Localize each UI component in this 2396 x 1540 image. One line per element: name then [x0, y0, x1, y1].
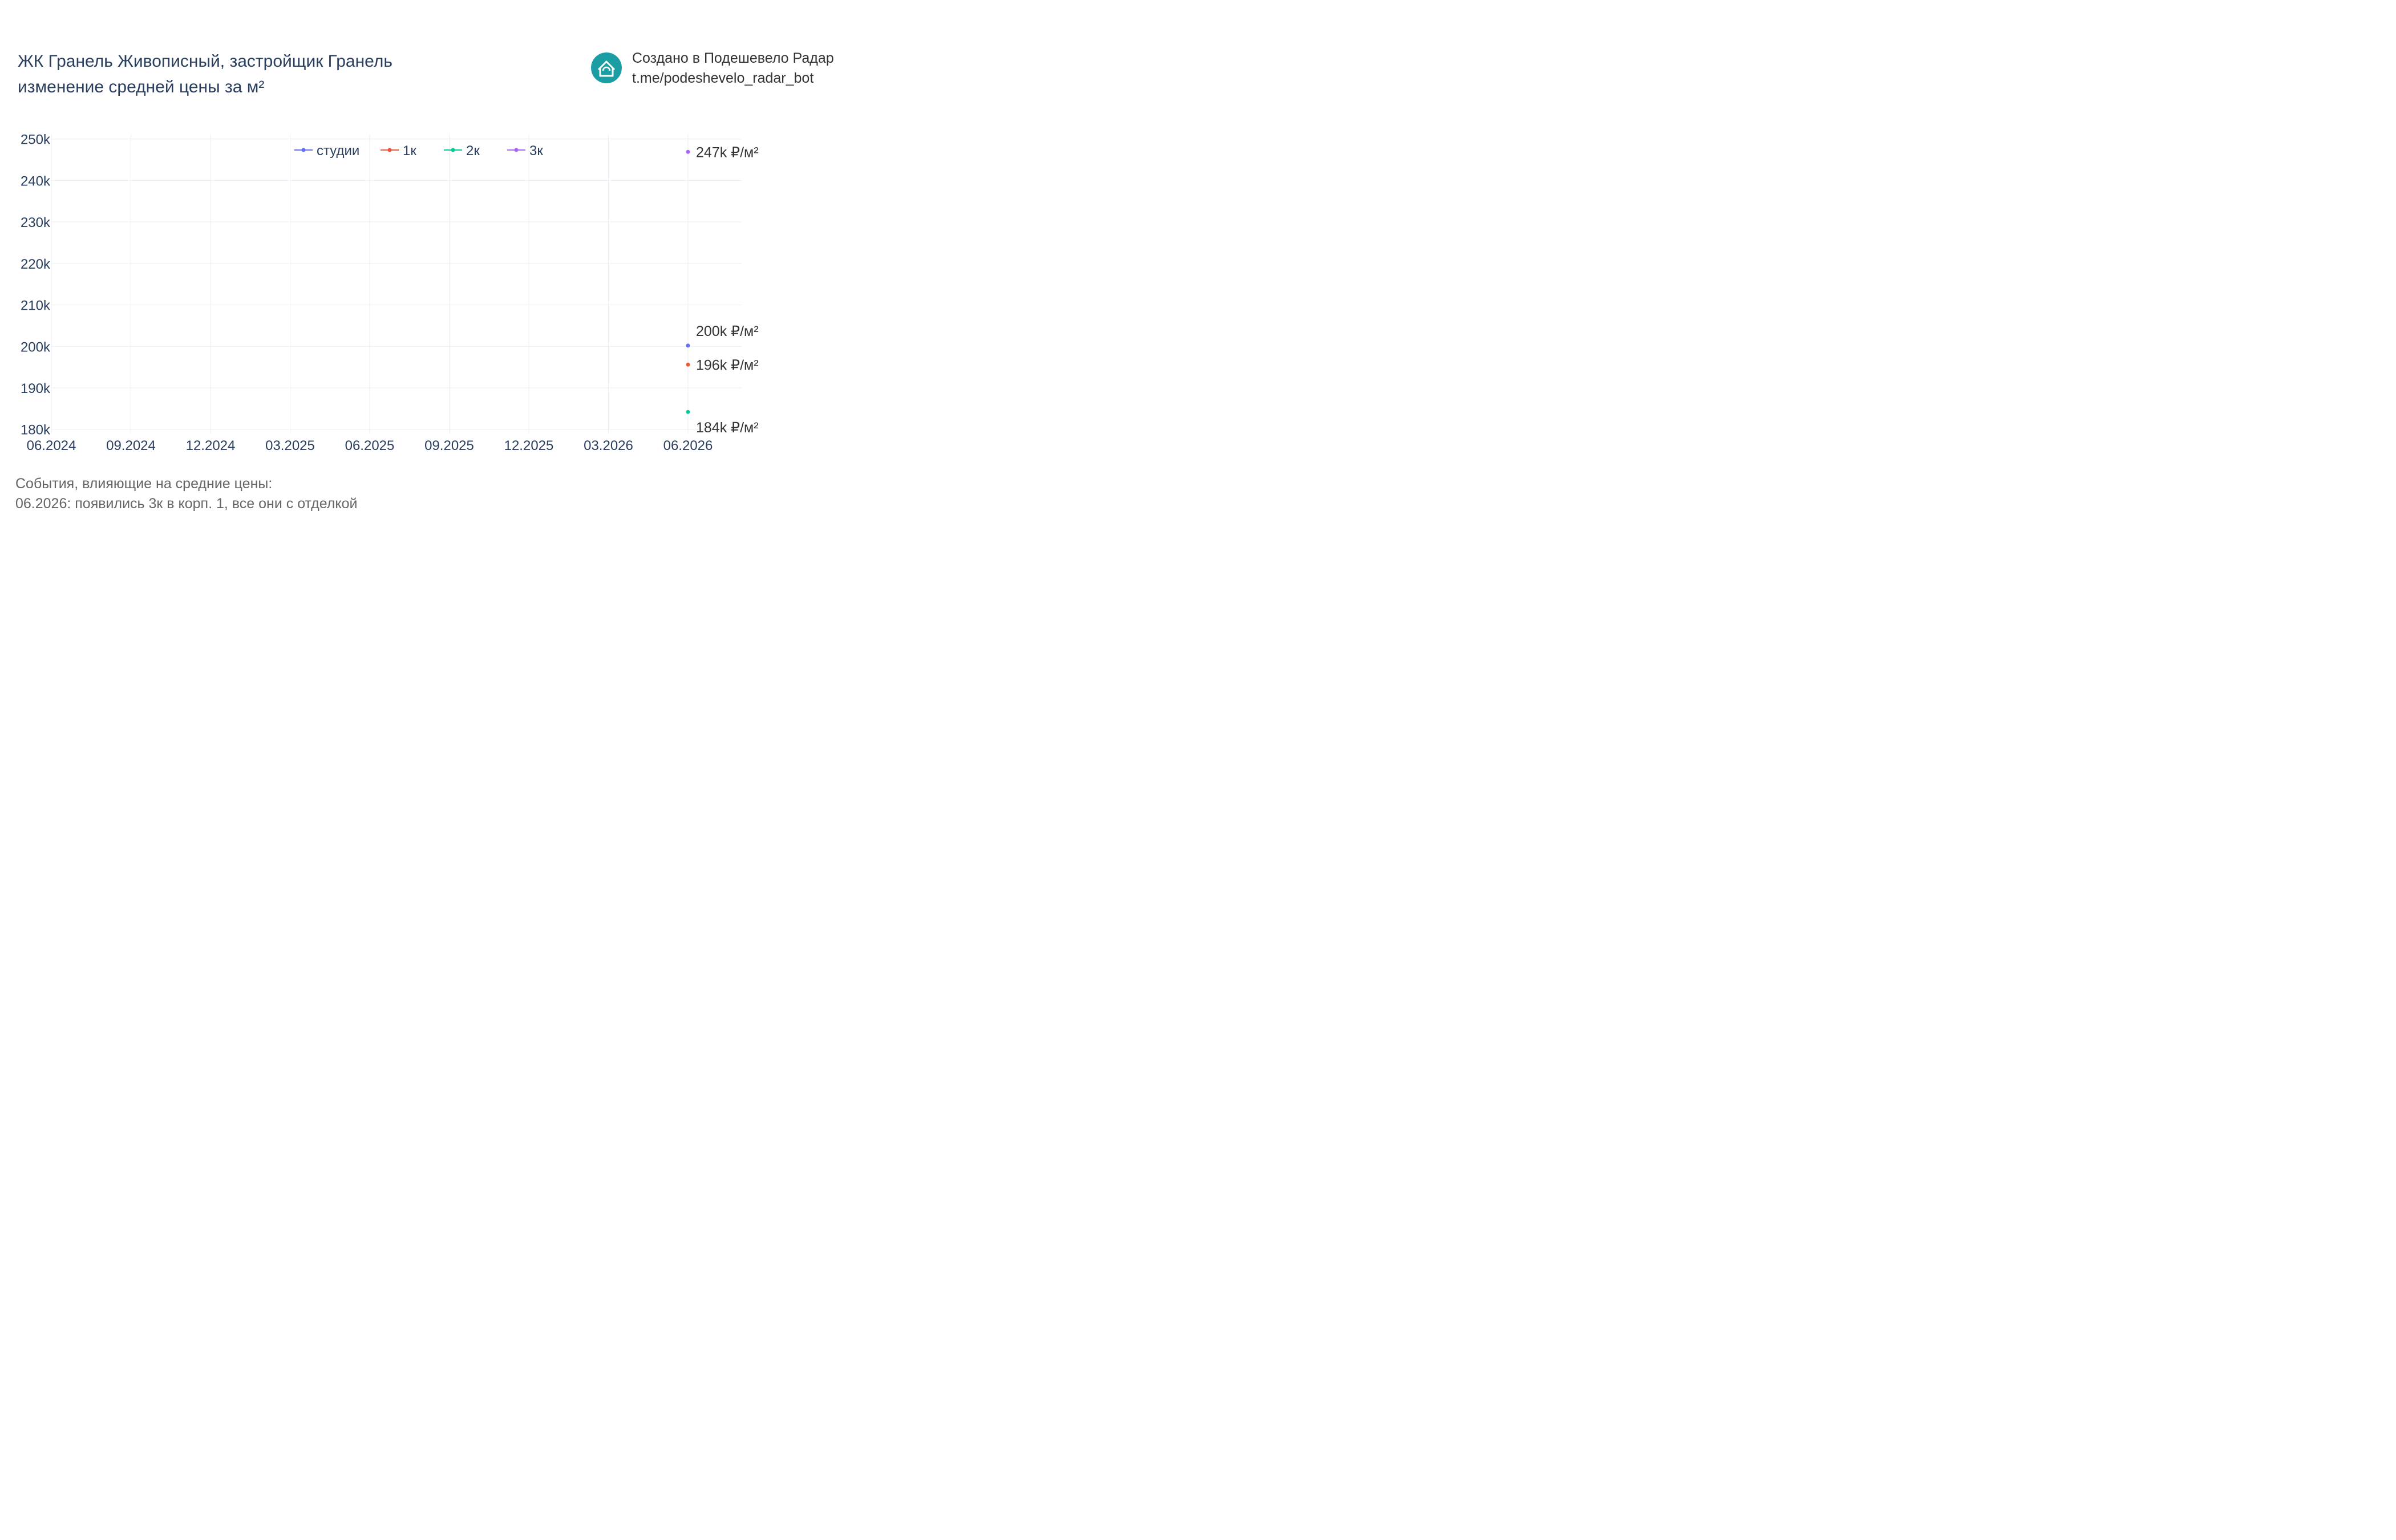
legend: студии 1к 2к 3к — [294, 143, 543, 159]
chart-title-line-2: изменение средней цены за м² — [18, 78, 264, 96]
y-tick-label: 210k — [21, 298, 51, 314]
legend-marker — [387, 148, 392, 152]
brand-logo-icon — [591, 52, 622, 83]
legend-label: 1к — [403, 143, 416, 159]
y-tick-label: 190k — [21, 381, 51, 396]
refresh-arrow-icon — [602, 66, 611, 71]
event-item: 06.2026: появились 3к в корп. 1, все они… — [15, 496, 358, 512]
x-tick-label: 06.2025 — [345, 438, 395, 453]
y-tick-label: 220k — [21, 257, 51, 272]
x-tick-label: 09.2025 — [424, 438, 474, 453]
grid-lines — [51, 134, 742, 433]
data-label: 184k ₽/м² — [696, 420, 759, 436]
x-tick-label: 06.2026 — [663, 438, 713, 453]
x-tick-label: 09.2024 — [106, 438, 156, 453]
legend-label: 3к — [529, 143, 543, 159]
y-tick-label: 250k — [21, 132, 51, 148]
legend-item[interactable]: 2к — [444, 143, 480, 159]
data-points: 200k ₽/м² 196k ₽/м² 184k ₽/м² 247k ₽/м² — [686, 144, 759, 436]
chart: ЖК Гранель Живописный, застройщик Гранел… — [15, 50, 834, 512]
events-heading: События, влияющие на средние цены: — [15, 476, 272, 492]
data-label: 247k ₽/м² — [696, 144, 759, 160]
data-point — [686, 362, 690, 367]
legend-label: 2к — [466, 143, 480, 159]
x-tick-label: 03.2026 — [584, 438, 633, 453]
y-tick-label: 230k — [21, 215, 51, 230]
chart-title-line-1: ЖК Гранель Живописный, застройщик Гранел… — [18, 52, 392, 71]
legend-item[interactable]: 3к — [507, 143, 543, 159]
legend-marker — [514, 148, 519, 152]
x-tick-label: 03.2025 — [265, 438, 315, 453]
y-axis-ticks: 180k 190k 200k 210k 220k 230k 240k 250k — [21, 132, 51, 438]
y-tick-label: 200k — [21, 339, 51, 355]
x-tick-label: 12.2025 — [504, 438, 554, 453]
brand-link: t.me/podeshevelo_radar_bot — [632, 70, 813, 86]
x-tick-label: 06.2024 — [27, 438, 76, 453]
legend-marker — [301, 148, 306, 152]
y-tick-label: 180k — [21, 423, 51, 438]
data-label: 200k ₽/м² — [696, 323, 759, 339]
y-tick-label: 240k — [21, 173, 51, 189]
legend-label: студии — [317, 143, 359, 159]
data-point — [686, 343, 690, 348]
brand-name: Создано в Подешевело Радар — [632, 50, 834, 66]
house-icon — [597, 60, 616, 77]
data-point — [686, 410, 690, 414]
legend-item[interactable]: 1к — [381, 143, 416, 159]
x-tick-label: 12.2024 — [186, 438, 236, 453]
x-axis-ticks: 06.2024 09.2024 12.2024 03.2025 06.2025 09.20… — [27, 438, 713, 453]
legend-item[interactable]: студии — [294, 143, 359, 159]
data-label: 196k ₽/м² — [696, 357, 759, 373]
data-point — [686, 149, 690, 154]
legend-marker — [451, 148, 455, 152]
